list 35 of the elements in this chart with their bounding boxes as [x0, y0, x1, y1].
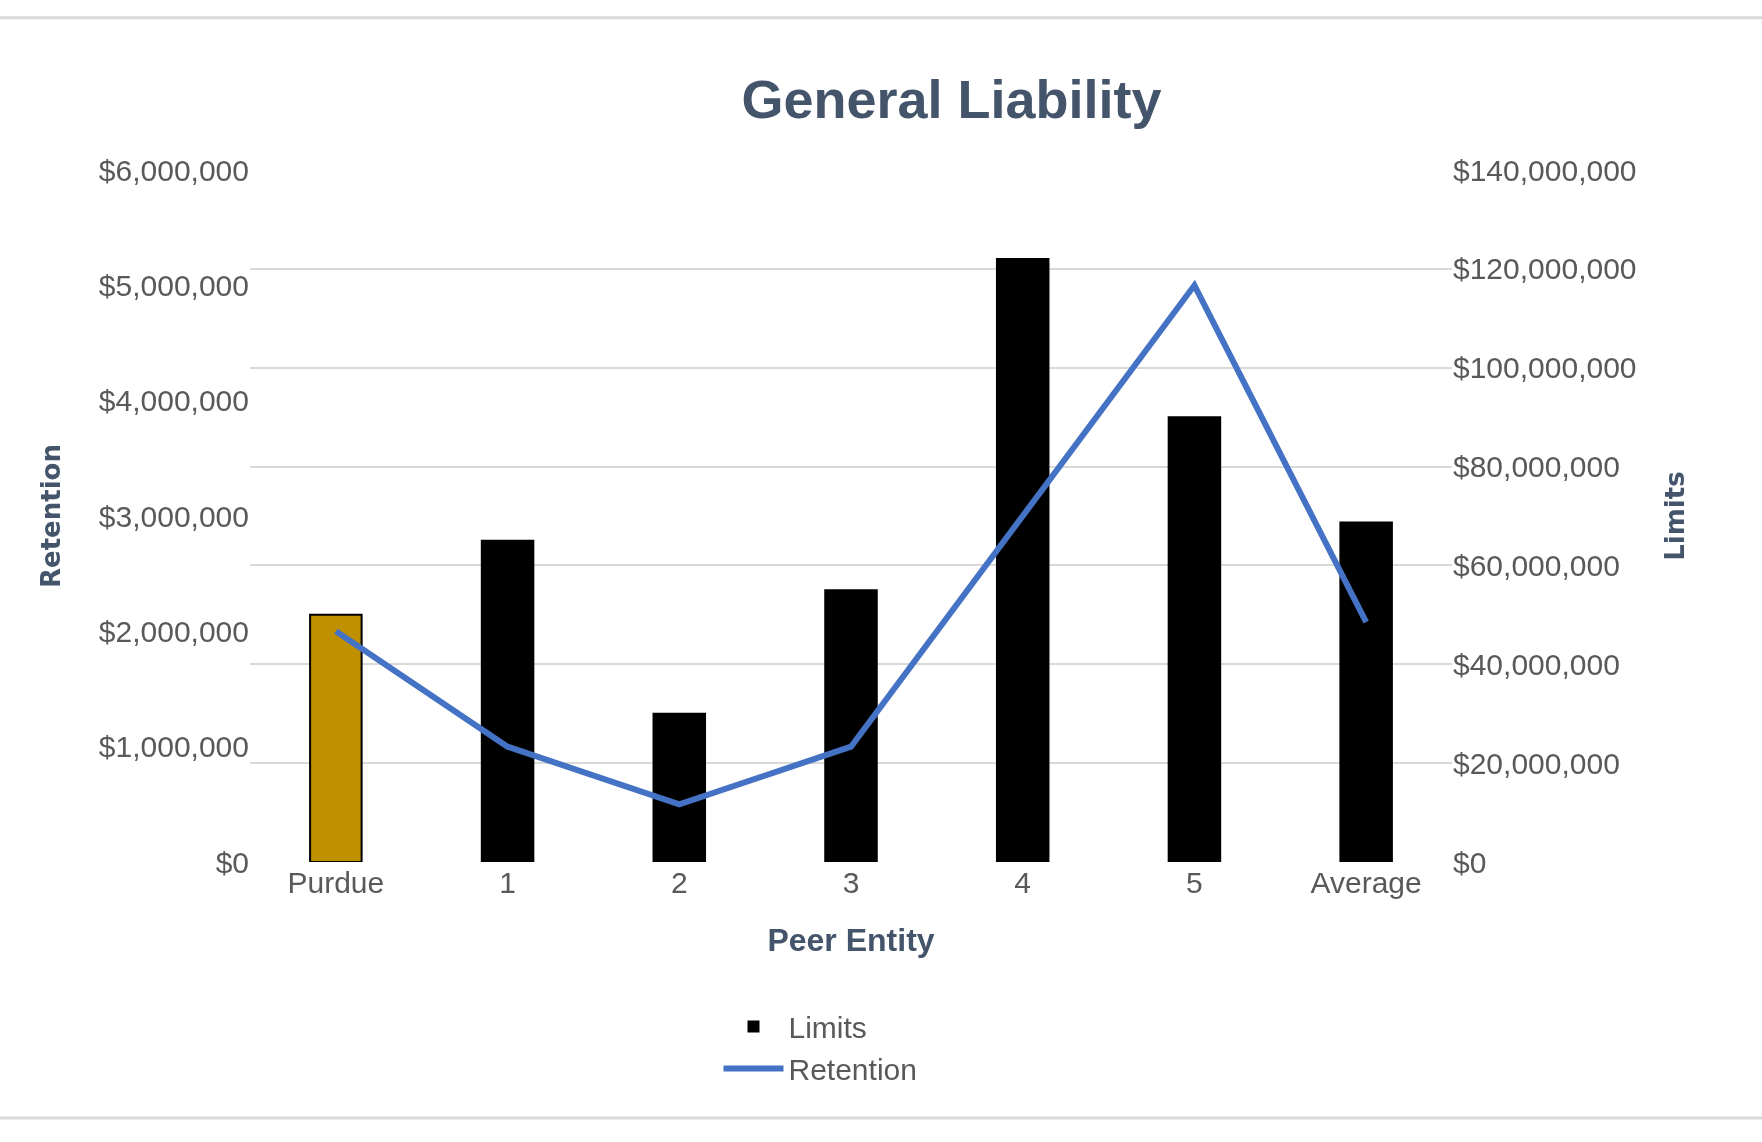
- bar: [1339, 521, 1393, 862]
- bar: [995, 257, 1050, 862]
- y-tick-label: $4,000,000: [98, 384, 249, 418]
- x-tick-label: 5: [1186, 866, 1203, 899]
- y-tick-label: $6,000,000: [98, 153, 249, 187]
- y-tick-label: $5,000,000: [98, 268, 249, 302]
- x-tick-label: 4: [1014, 866, 1032, 899]
- y-tick-label: $2,000,000: [98, 614, 249, 648]
- bar: [1167, 416, 1222, 862]
- x-tick-label: 3: [842, 866, 860, 899]
- bar: [652, 712, 707, 862]
- y-tick-label: $1,000,000: [98, 730, 249, 764]
- legend-label: Retention: [788, 1053, 917, 1087]
- y-axis-title: Retention: [36, 444, 67, 588]
- y2-tick-label: $100,000,000: [1453, 351, 1637, 385]
- x-tick-label: Average: [1310, 866, 1422, 899]
- y2-tick-label: $60,000,000: [1453, 548, 1620, 582]
- bar: [309, 613, 363, 862]
- x-tick-label: 2: [670, 866, 688, 899]
- y2-tick-label: $140,000,000: [1453, 153, 1637, 187]
- y-tick-label: $3,000,000: [98, 499, 249, 533]
- x-axis-title: Peer Entity: [767, 921, 935, 958]
- y2-tick-label: $0: [1453, 845, 1487, 879]
- legend-label: Limits: [788, 1011, 867, 1045]
- y2-axis-title: Limits: [1660, 471, 1691, 561]
- bar: [480, 539, 535, 862]
- y2-tick-label: $120,000,000: [1453, 252, 1637, 286]
- y2-tick-label: $40,000,000: [1453, 647, 1620, 681]
- y2-tick-label: $80,000,000: [1453, 450, 1620, 484]
- y-tick-label: $0: [215, 845, 249, 879]
- chart-title: General Liability: [741, 68, 1162, 129]
- y2-tick-label: $20,000,000: [1453, 746, 1620, 780]
- x-tick-label: Purdue: [287, 866, 385, 899]
- bar: [824, 589, 878, 862]
- x-tick-label: 1: [499, 866, 516, 899]
